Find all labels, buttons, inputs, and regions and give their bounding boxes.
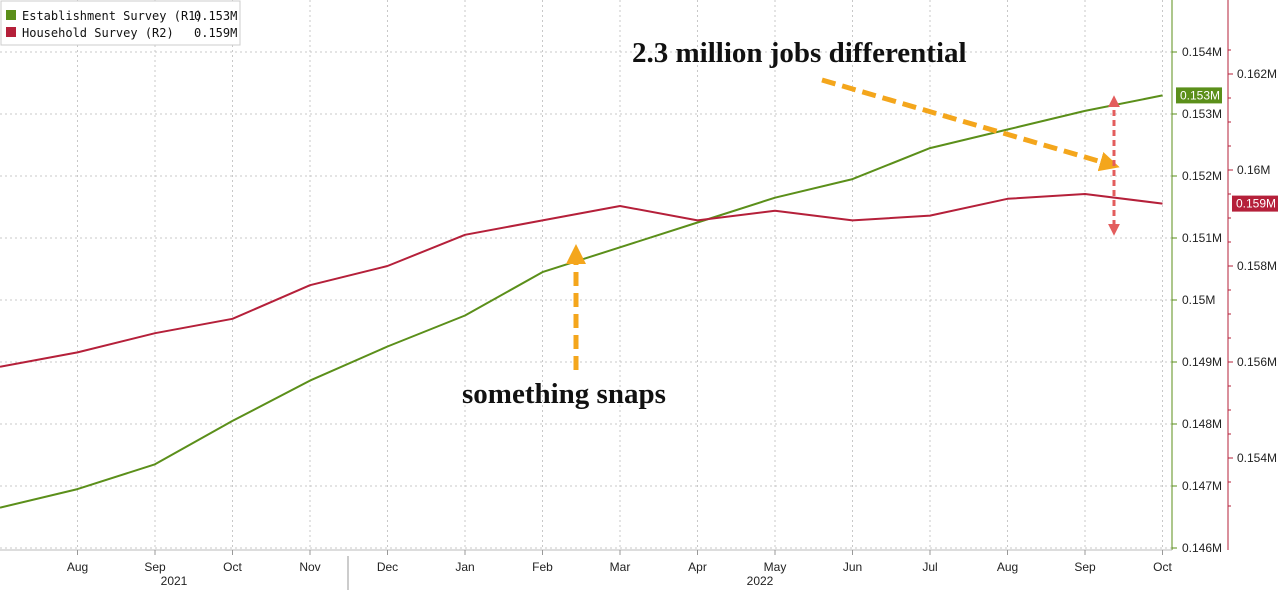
right-axis-ticks: 0.154M 0.156M 0.158M 0.16M 0.162M	[1228, 49, 1277, 507]
x-tick-label: May	[764, 560, 787, 574]
legend: Establishment Survey (R1) 0.153M Househo…	[0, 0, 241, 46]
right-tick-label: 0.154M	[1237, 451, 1277, 465]
legend-value-establishment: 0.153M	[194, 9, 237, 23]
series	[0, 94, 1163, 509]
left-tick-label: 0.154M	[1182, 45, 1222, 59]
x-tick-label: Mar	[610, 560, 631, 574]
left-axis-ticks: 0.146M 0.147M 0.148M 0.149M 0.15M 0.151M 0.152…	[1172, 45, 1222, 555]
right-tick-label: 0.158M	[1237, 259, 1277, 273]
x-tick-label: Feb	[532, 560, 553, 574]
year-label-2022: 2022	[747, 574, 774, 588]
x-tick-label: Oct	[1153, 560, 1172, 574]
x-tick-label: Jun	[843, 560, 862, 574]
annotation-differential: 2.3 million jobs differential	[632, 37, 967, 69]
badge-label-establishment: 0.153M	[1180, 88, 1220, 102]
left-tick-label: 0.153M	[1182, 107, 1222, 121]
series-line-establishment	[0, 94, 1163, 509]
last-value-badges: 0.153M 0.159M	[1176, 87, 1278, 212]
legend-swatch-household	[6, 27, 16, 37]
x-tick-label: Dec	[377, 560, 398, 574]
badge-household	[1232, 195, 1278, 212]
diff-arrow-orange	[821, 77, 1120, 172]
right-tick-label: 0.162M	[1237, 67, 1277, 81]
left-tick-label: 0.149M	[1182, 355, 1222, 369]
left-tick-label: 0.146M	[1182, 541, 1222, 555]
legend-label-establishment: Establishment Survey (R1)	[22, 9, 203, 23]
badge-label-household: 0.159M	[1236, 197, 1276, 211]
left-tick-label: 0.151M	[1182, 231, 1222, 245]
x-tick-label: Oct	[223, 560, 242, 574]
grid	[0, 0, 1172, 550]
left-tick-label: 0.15M	[1182, 293, 1215, 307]
left-tick-label: 0.152M	[1182, 169, 1222, 183]
x-tick-label: Sep	[1074, 560, 1096, 574]
x-axis-ticks: Aug Sep Oct Nov Dec Jan Feb Mar Apr May Jun Jul Aug S…	[67, 550, 1172, 574]
x-tick-label: Nov	[299, 560, 320, 574]
x-tick-label: Apr	[688, 560, 707, 574]
x-tick-label: Sep	[144, 560, 166, 574]
left-tick-label: 0.148M	[1182, 417, 1222, 431]
series-line-household	[0, 193, 1163, 368]
left-tick-label: 0.147M	[1182, 479, 1222, 493]
year-label-2021: 2021	[161, 574, 188, 588]
legend-box	[0, 0, 241, 46]
legend-value-household: 0.159M	[194, 26, 237, 40]
annotation-snaps: something snaps	[462, 378, 666, 410]
legend-swatch-establishment	[6, 10, 16, 20]
x-tick-label: Aug	[67, 560, 88, 574]
x-tick-label: Jul	[922, 560, 937, 574]
x-tick-label: Jan	[455, 560, 474, 574]
right-tick-label: 0.156M	[1237, 355, 1277, 369]
x-tick-label: Aug	[997, 560, 1018, 574]
right-tick-label: 0.16M	[1237, 163, 1270, 177]
badge-establishment	[1176, 87, 1222, 104]
legend-label-household: Household Survey (R2)	[22, 26, 174, 40]
